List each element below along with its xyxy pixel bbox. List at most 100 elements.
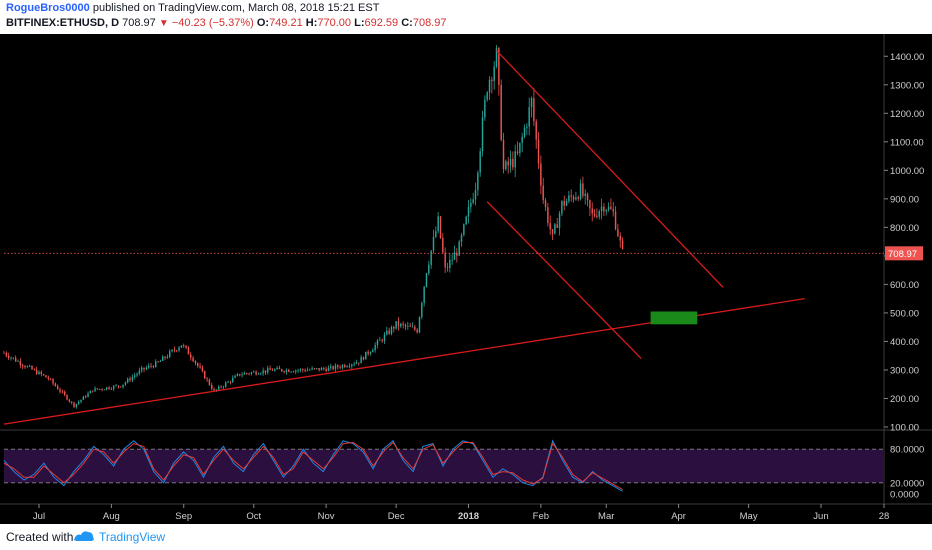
candle-body: [388, 330, 390, 334]
candle-body: [262, 370, 264, 374]
candle-body: [446, 267, 449, 269]
last-price-label: 708.97: [888, 249, 917, 260]
candle-body: [178, 347, 180, 351]
candle-body: [33, 369, 36, 371]
candle-body: [334, 365, 337, 370]
candle-body: [374, 345, 376, 351]
candle-body: [40, 371, 43, 375]
candle-body: [544, 200, 547, 208]
candle-body: [218, 386, 220, 390]
candle-body: [610, 206, 612, 210]
last-price: 708.97: [122, 17, 156, 29]
time-tick-label: Jun: [813, 511, 828, 522]
candle-body: [80, 399, 82, 402]
candle-body: [185, 345, 187, 348]
candle-body: [199, 365, 201, 368]
candle-body: [479, 151, 481, 173]
close-label: C:: [401, 17, 413, 29]
candle-body: [365, 351, 367, 360]
candle-body: [17, 361, 19, 362]
candle-body: [425, 273, 428, 287]
candle-body: [323, 367, 325, 369]
candle-body: [591, 208, 593, 214]
open-label: O:: [256, 17, 270, 29]
candle-body: [451, 259, 453, 261]
candle-body: [21, 365, 24, 367]
candle-body: [376, 340, 379, 346]
tradingview-brand[interactable]: TradingView: [99, 530, 166, 544]
time-tick-label: Jul: [33, 511, 45, 522]
candle-body: [600, 206, 603, 212]
candle-body: [486, 92, 488, 100]
candle-body: [7, 355, 10, 359]
candle-body: [162, 356, 164, 361]
candle-body: [68, 399, 71, 402]
author-link[interactable]: RogueBros0000: [6, 2, 90, 14]
candle-body: [621, 240, 624, 250]
candle-body: [136, 373, 138, 376]
footer: Created with TradingView: [0, 524, 932, 550]
candle-body: [381, 339, 383, 341]
candle-body: [255, 371, 257, 375]
candle-body: [190, 354, 192, 358]
candle-body: [91, 390, 94, 392]
candle-body: [554, 224, 556, 234]
symbol-line: BITFINEX:ETHUSD, D 708.97 ▼ −40.23 (−5.3…: [6, 17, 446, 29]
candle-body: [173, 349, 176, 351]
candle-body: [530, 98, 533, 107]
price-tick-label: 900.00: [890, 194, 919, 205]
candle-body: [383, 334, 386, 341]
candle-body: [206, 378, 208, 380]
candle-body: [108, 387, 110, 389]
time-tick-label: Oct: [246, 511, 261, 522]
candle-body: [103, 389, 106, 391]
candle-body: [516, 151, 519, 154]
chart-header: RogueBros0000 published on TradingView.c…: [0, 0, 932, 34]
price-chart[interactable]: 100.00200.00300.00400.00500.00600.00700.…: [0, 34, 932, 524]
candle-body: [49, 378, 52, 380]
close-value: 708.97: [412, 17, 447, 29]
candle-body: [535, 121, 537, 140]
chart-area[interactable]: 100.00200.00300.00400.00500.00600.00700.…: [0, 34, 932, 524]
candle-body: [260, 373, 262, 375]
published-text: published on TradingView.com, March 08, …: [92, 2, 380, 14]
symbol-name[interactable]: BITFINEX:ETHUSD, D: [6, 17, 120, 29]
candle-body: [537, 139, 540, 164]
candle-body: [147, 365, 150, 368]
candle-body: [241, 374, 243, 376]
candle-body: [213, 388, 215, 391]
low-value: 692.59: [364, 17, 399, 29]
candle-body: [171, 349, 173, 352]
tradingview-logo-icon[interactable]: [72, 528, 96, 544]
candle-body: [299, 369, 302, 371]
candle-body: [271, 369, 274, 371]
candle-body: [341, 365, 344, 368]
candle-body: [498, 48, 500, 85]
candle-body: [47, 377, 50, 379]
candle-body: [318, 368, 320, 371]
candle-body: [444, 252, 446, 268]
candle-body: [157, 361, 159, 363]
candle-body: [150, 365, 152, 367]
candle-body: [19, 361, 22, 366]
stoch-k-line: [3, 439, 623, 492]
candle-body: [353, 363, 355, 365]
candle-body: [505, 161, 507, 170]
low-label: L:: [354, 17, 365, 29]
candle-body: [227, 381, 229, 383]
price-tick-label: 400.00: [890, 337, 919, 348]
candle-body: [316, 368, 318, 369]
rsi-tick-label: 0.0000: [890, 490, 919, 501]
candle-body: [367, 351, 369, 354]
candle-body: [521, 136, 523, 143]
candle-body: [145, 367, 148, 370]
candle-body: [63, 391, 66, 395]
candle-body: [467, 206, 470, 217]
candle-body: [112, 385, 115, 389]
candle-body: [152, 366, 155, 368]
candle-body: [346, 366, 348, 368]
candle-body: [320, 367, 323, 371]
candle-body: [348, 366, 351, 368]
candle-body: [73, 402, 75, 407]
channel-lower-line: [486, 201, 642, 360]
